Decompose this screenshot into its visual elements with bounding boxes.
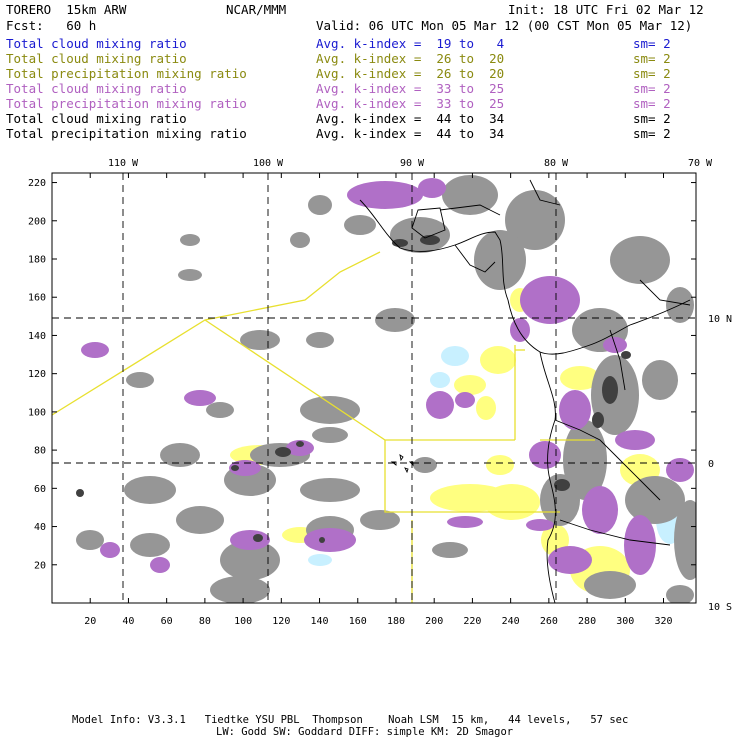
valid-time: Valid: 06 UTC Mon 05 Mar 12 (00 CST Mon … bbox=[316, 18, 693, 33]
y-tick-label-180: 180 bbox=[28, 255, 46, 266]
legend-field-4: Total precipitation mixing ratio bbox=[6, 96, 247, 111]
lat-label-0: 0 bbox=[708, 459, 714, 470]
lat-label-10n: 10 N bbox=[708, 314, 732, 325]
y-tick-label-200: 200 bbox=[28, 216, 46, 227]
x-tick-label-260: 260 bbox=[540, 616, 558, 627]
legend-kindex-3: Avg. k-index = 33 to 25 bbox=[316, 81, 505, 96]
y-tick-label-20: 20 bbox=[34, 560, 46, 571]
legend-field-6: Total precipitation mixing ratio bbox=[6, 126, 247, 141]
y-tick-label-40: 40 bbox=[34, 522, 46, 533]
x-tick-label-320: 320 bbox=[654, 616, 672, 627]
legend-sm-4: sm= 2 bbox=[633, 96, 671, 111]
map-plot: 110 W 100 W 90 W 80 W 70 W 10 N 0 10 S 2… bbox=[28, 158, 732, 627]
y-tick-label-80: 80 bbox=[34, 446, 46, 457]
legend-kindex-6: Avg. k-index = 44 to 34 bbox=[316, 126, 505, 141]
model-info: Model Info: V3.3.1 Tiedtke YSU PBL Thomp… bbox=[72, 714, 629, 726]
y-tick-label-220: 220 bbox=[28, 178, 46, 189]
lat-label-10s: 10 S bbox=[708, 602, 732, 613]
x-tick-label-140: 140 bbox=[311, 616, 329, 627]
legend-sm-3: sm= 2 bbox=[633, 81, 671, 96]
lon-label-70w: 70 W bbox=[688, 158, 713, 169]
y-tick-label-120: 120 bbox=[28, 369, 46, 380]
dark-cores bbox=[76, 235, 631, 543]
model-name: TORERO 15km ARW bbox=[6, 2, 127, 17]
legend-field-0: Total cloud mixing ratio bbox=[6, 36, 187, 51]
x-tick-label-40: 40 bbox=[122, 616, 134, 627]
x-tick-label-300: 300 bbox=[616, 616, 634, 627]
y-tick-label-60: 60 bbox=[34, 484, 46, 495]
domain-outlines bbox=[52, 251, 595, 603]
forecast-hour: Fcst: 60 h bbox=[6, 18, 97, 33]
lon-label-110w: 110 W bbox=[108, 158, 139, 169]
x-tick-label-280: 280 bbox=[578, 616, 596, 627]
y-tick-label-100: 100 bbox=[28, 407, 46, 418]
legend-field-5: Total cloud mixing ratio bbox=[6, 111, 187, 126]
x-tick-label-160: 160 bbox=[349, 616, 367, 627]
map-frame bbox=[51, 172, 697, 604]
legend-sm-2: sm= 2 bbox=[633, 66, 671, 81]
legend-kindex-0: Avg. k-index = 19 to 4 bbox=[316, 36, 505, 51]
coastlines bbox=[359, 179, 691, 603]
legend-sm-0: sm= 2 bbox=[633, 36, 671, 51]
legend-sm-5: sm= 2 bbox=[633, 111, 671, 126]
legend-field-2: Total precipitation mixing ratio bbox=[6, 66, 247, 81]
x-tick-label-60: 60 bbox=[161, 616, 173, 627]
legend-sm-1: sm= 2 bbox=[633, 51, 671, 66]
x-tick-label-80: 80 bbox=[199, 616, 211, 627]
org-label: NCAR/MMM bbox=[226, 2, 287, 17]
init-time: Init: 18 UTC Fri 02 Mar 12 bbox=[508, 2, 704, 17]
y-tick-label-160: 160 bbox=[28, 293, 46, 304]
legend-kindex-4: Avg. k-index = 33 to 25 bbox=[316, 96, 505, 111]
lon-label-100w: 100 W bbox=[253, 158, 284, 169]
x-tick-label-200: 200 bbox=[425, 616, 443, 627]
x-tick-label-20: 20 bbox=[84, 616, 96, 627]
legend-field-1: Total cloud mixing ratio bbox=[6, 51, 187, 66]
x-tick-label-100: 100 bbox=[234, 616, 252, 627]
legend-kindex-5: Avg. k-index = 44 to 34 bbox=[316, 111, 505, 126]
grid-ticks bbox=[52, 173, 696, 603]
legend-kindex-1: Avg. k-index = 26 to 20 bbox=[316, 51, 505, 66]
lon-label-80w: 80 W bbox=[544, 158, 569, 169]
gray-field bbox=[76, 175, 696, 603]
map-fields bbox=[52, 173, 696, 603]
x-tick-label-120: 120 bbox=[272, 616, 290, 627]
lon-label-90w: 90 W bbox=[400, 158, 425, 169]
legend-field-3: Total cloud mixing ratio bbox=[6, 81, 187, 96]
x-tick-label-220: 220 bbox=[463, 616, 481, 627]
x-tick-label-180: 180 bbox=[387, 616, 405, 627]
legend-sm-6: sm= 2 bbox=[633, 126, 671, 141]
legend-kindex-2: Avg. k-index = 26 to 20 bbox=[316, 66, 505, 81]
purple-field bbox=[81, 178, 694, 575]
y-tick-label-140: 140 bbox=[28, 331, 46, 342]
x-tick-label-240: 240 bbox=[502, 616, 520, 627]
physics-info: LW: Godd SW: Goddard DIFF: simple KM: 2D… bbox=[216, 726, 514, 738]
